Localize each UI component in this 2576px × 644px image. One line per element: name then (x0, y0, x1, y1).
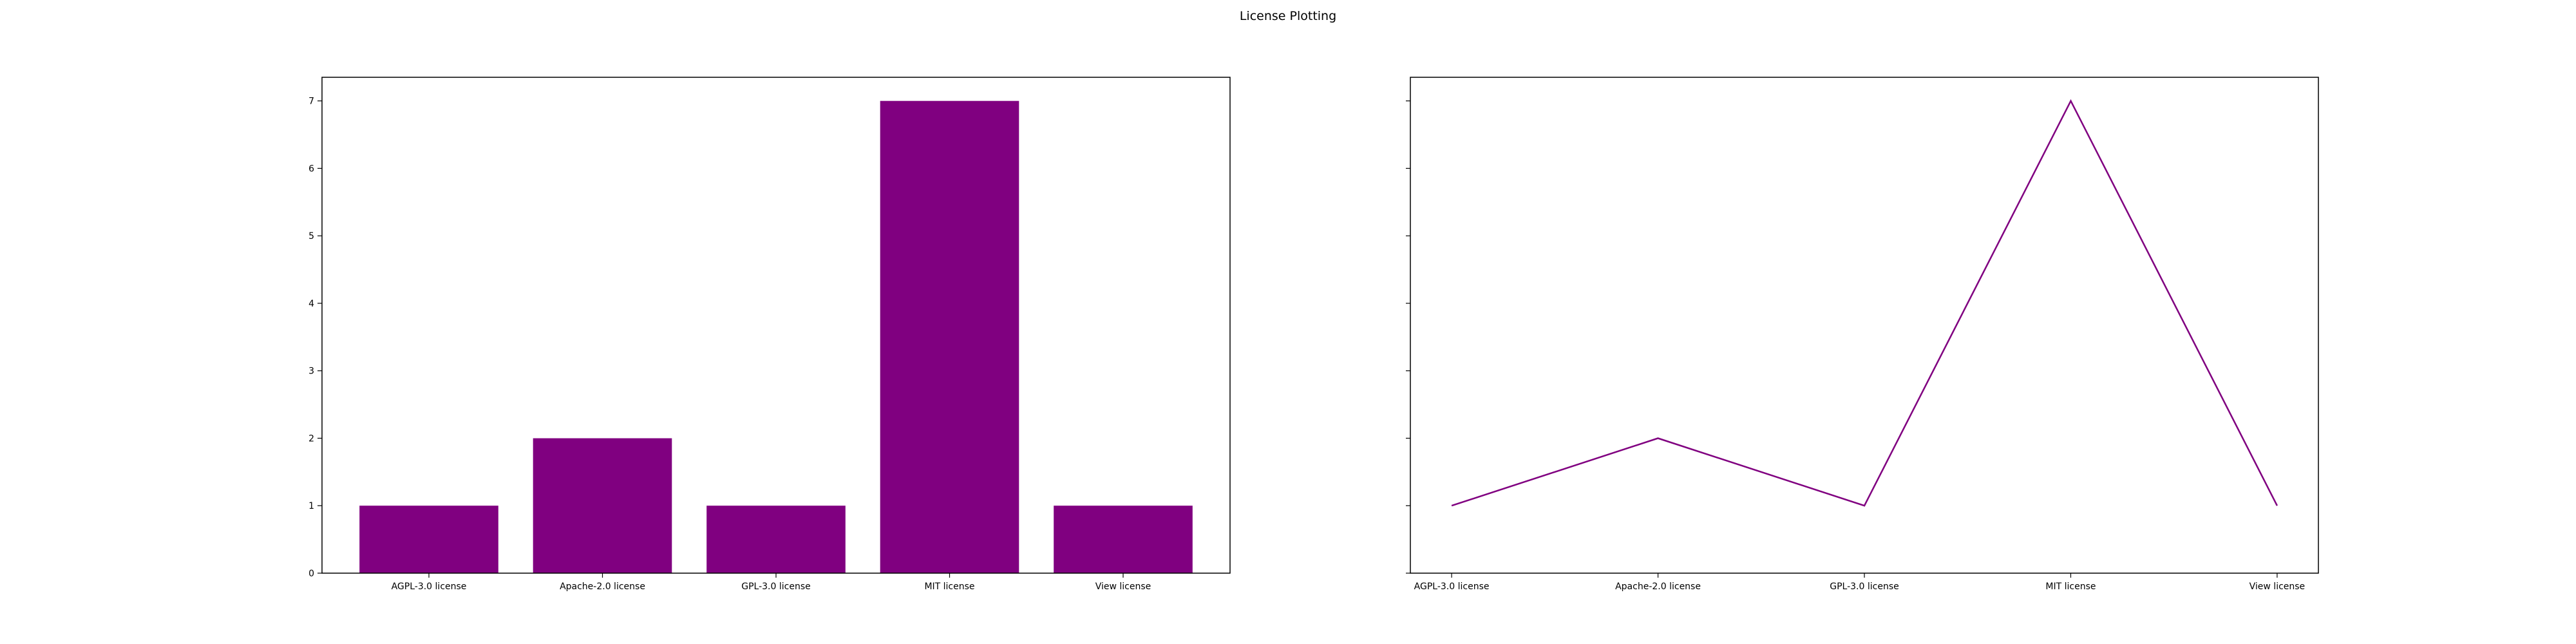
x-tick-label: MIT license (924, 582, 974, 592)
bar-agpl-3-0-license (359, 506, 498, 573)
bar-apache-2-0-license (533, 438, 672, 573)
y-tick-label: 5 (308, 231, 314, 242)
y-tick-label: 3 (308, 366, 314, 377)
x-tick-label: Apache-2.0 license (1615, 582, 1701, 592)
line-chart: AGPL-3.0 license Apache-2.0 license GPL-3.… (1406, 77, 2319, 592)
series-line (1451, 99, 2278, 507)
y-tick-label: 7 (308, 97, 314, 107)
bar-gpl-3-0-license (706, 506, 846, 573)
figure-title: License Plotting (1239, 9, 1337, 23)
y-tick-label: 4 (308, 299, 314, 309)
x-tick-label: GPL-3.0 license (741, 582, 810, 592)
x-tick-label: GPL-3.0 license (1830, 582, 1899, 592)
x-tick-label: AGPL-3.0 license (392, 582, 467, 592)
y-tick-label: 1 (308, 501, 314, 511)
y-tick-label: 0 (308, 569, 314, 579)
bar-view-license (1054, 506, 1193, 573)
y-tick-label: 6 (308, 164, 314, 174)
x-tick-label: View license (1095, 582, 1151, 592)
y-tick-label: 2 (308, 433, 314, 444)
plot-frame (321, 77, 1231, 574)
plot-frame (1410, 77, 2319, 574)
bar-mit-license (880, 100, 1019, 573)
bar-chart: 0 1 2 3 4 5 6 7 AGPL-3.0 license Apache-2.0 licen… (308, 77, 1231, 592)
x-tick-label: View license (2249, 582, 2306, 592)
x-tick-label: AGPL-3.0 license (1414, 582, 1490, 592)
x-tick-label: MIT license (2045, 582, 2096, 592)
x-tick-label: Apache-2.0 license (560, 582, 645, 592)
